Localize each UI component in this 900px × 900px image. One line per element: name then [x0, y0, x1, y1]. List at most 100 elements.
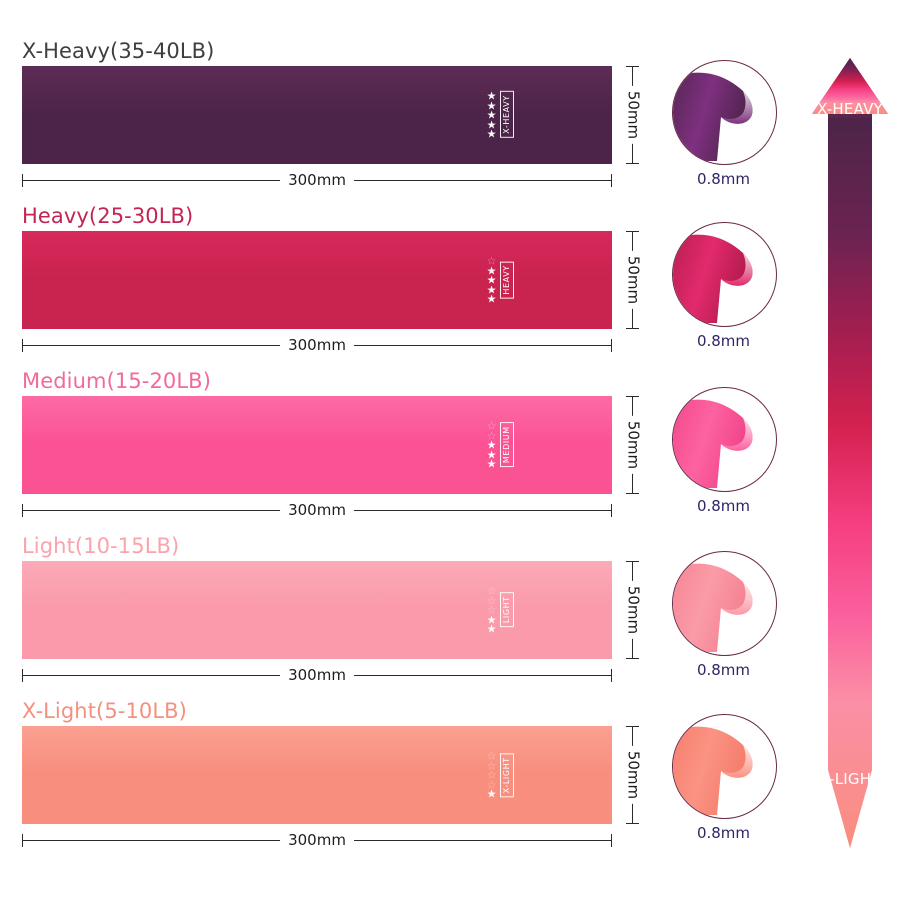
dimension-cap-right [611, 174, 612, 187]
dimension-cap-right [611, 504, 612, 517]
height-dimension-x-light: 50mm [622, 726, 644, 824]
thickness-circle-heavy [672, 222, 777, 327]
height-dimension-label: 50mm [624, 85, 643, 145]
width-dimension-x-heavy: 300mm [22, 170, 612, 191]
dimension-cap-top [626, 561, 639, 562]
dimension-cap-bottom [626, 493, 639, 494]
width-dimension-label: 300mm [280, 500, 354, 520]
band-bar-heavy: ☆ ★ ★ ★ ★ HEAVY [22, 231, 612, 329]
band-curl-illustration [673, 234, 753, 323]
star-outline-icon: ☆ [486, 593, 497, 607]
star-filled-icon: ★ [486, 438, 497, 452]
height-dimension-label: 50mm [624, 415, 643, 475]
star-outline-icon: ☆ [486, 768, 497, 782]
thickness-inset-heavy: 0.8mm [666, 222, 786, 350]
thickness-circle-medium [672, 387, 777, 492]
height-dimension-heavy: 50mm [622, 231, 644, 329]
band-grade-tag-x-light: X-LIGHT [500, 752, 514, 798]
band-title-x-light: X-Light(5-10LB) [22, 699, 187, 723]
width-dimension-heavy: 300mm [22, 335, 612, 356]
band-grade-tag-heavy: HEAVY [500, 261, 514, 299]
dimension-cap-bottom [626, 328, 639, 329]
dimension-cap-left [22, 669, 23, 682]
width-dimension-x-light: 300mm [22, 830, 612, 851]
band-curl-illustration [673, 726, 753, 815]
width-dimension-label: 300mm [280, 335, 354, 355]
band-title-light: Light(10-15LB) [22, 534, 180, 558]
height-dimension-medium: 50mm [622, 396, 644, 494]
dimension-cap-bottom [626, 163, 639, 164]
star-filled-icon: ★ [486, 457, 497, 471]
height-dimension-label: 50mm [624, 745, 643, 805]
thickness-label-light: 0.8mm [696, 661, 751, 679]
star-filled-icon: ★ [486, 612, 497, 626]
star-filled-icon: ★ [486, 89, 497, 103]
thickness-circle-x-light [672, 714, 777, 819]
dimension-cap-bottom [626, 823, 639, 824]
dimension-cap-top [626, 396, 639, 397]
arrow-top-label: X-HEAVY [817, 100, 883, 118]
thickness-inset-medium: 0.8mm [666, 387, 786, 515]
band-grade-tag-x-heavy: X-HEAVY [500, 91, 514, 139]
thickness-label-x-heavy: 0.8mm [696, 170, 751, 188]
band-title-heavy: Heavy(25-30LB) [22, 204, 194, 228]
thickness-label-heavy: 0.8mm [696, 332, 751, 350]
dimension-cap-top [626, 726, 639, 727]
height-dimension-light: 50mm [622, 561, 644, 659]
dimension-cap-right [611, 834, 612, 847]
star-outline-icon: ☆ [486, 419, 497, 433]
star-filled-icon: ★ [486, 117, 497, 131]
dimension-cap-left [22, 339, 23, 352]
dimension-cap-bottom [626, 658, 639, 659]
thickness-inset-light: 0.8mm [666, 551, 786, 679]
band-bar-light: ☆ ☆ ☆ ★ ★ LIGHT [22, 561, 612, 659]
band-title-medium: Medium(15-20LB) [22, 369, 211, 393]
star-filled-icon: ★ [486, 282, 497, 296]
band-marking-heavy: ☆ ★ ★ ★ ★ HEAVY [486, 256, 514, 304]
star-outline-icon: ☆ [486, 777, 497, 791]
star-rating-heavy: ☆ ★ ★ ★ ★ [486, 256, 497, 304]
star-outline-icon: ☆ [486, 758, 497, 772]
width-dimension-label: 300mm [280, 665, 354, 685]
band-curl-illustration [673, 563, 753, 652]
star-filled-icon: ★ [486, 98, 497, 112]
star-filled-icon: ★ [486, 622, 497, 636]
band-bar-x-light: ☆ ☆ ☆ ☆ ★ X-LIGHT [22, 726, 612, 824]
star-outline-icon: ☆ [486, 749, 497, 763]
gradient-arrow-shape [812, 58, 888, 848]
band-title-x-heavy: X-Heavy(35-40LB) [22, 39, 215, 63]
star-filled-icon: ★ [486, 127, 497, 141]
band-curl-illustration [673, 72, 753, 161]
star-filled-icon: ★ [486, 263, 497, 277]
star-outline-icon: ☆ [486, 584, 497, 598]
dimension-cap-left [22, 834, 23, 847]
dimension-cap-top [626, 231, 639, 232]
band-marking-light: ☆ ☆ ☆ ★ ★ LIGHT [486, 586, 514, 634]
thickness-label-medium: 0.8mm [696, 497, 751, 515]
star-rating-x-light: ☆ ☆ ☆ ☆ ★ [486, 751, 497, 799]
resistance-gradient-arrow: X-HEAVY X-LIGHT [812, 58, 888, 848]
star-filled-icon: ★ [486, 273, 497, 287]
band-marking-medium: ☆ ☆ ★ ★ ★ MEDIUM [486, 421, 514, 469]
height-dimension-label: 50mm [624, 250, 643, 310]
band-bar-medium: ☆ ☆ ★ ★ ★ MEDIUM [22, 396, 612, 494]
star-filled-icon: ★ [486, 292, 497, 306]
star-filled-icon: ★ [486, 447, 497, 461]
band-marking-x-light: ☆ ☆ ☆ ☆ ★ X-LIGHT [486, 751, 514, 799]
thickness-inset-x-light: 0.8mm [666, 714, 786, 842]
band-grade-tag-medium: MEDIUM [500, 422, 514, 468]
width-dimension-label: 300mm [280, 170, 354, 190]
width-dimension-medium: 300mm [22, 500, 612, 521]
star-filled-icon: ★ [486, 108, 497, 122]
star-filled-icon: ★ [486, 787, 497, 801]
thickness-label-x-light: 0.8mm [696, 824, 751, 842]
band-bar-x-heavy: ★ ★ ★ ★ ★ X-HEAVY [22, 66, 612, 164]
star-rating-medium: ☆ ☆ ★ ★ ★ [486, 421, 497, 469]
dimension-cap-top [626, 66, 639, 67]
thickness-circle-x-heavy [672, 60, 777, 165]
dimension-cap-right [611, 339, 612, 352]
thickness-circle-light [672, 551, 777, 656]
star-outline-icon: ☆ [486, 428, 497, 442]
band-marking-x-heavy: ★ ★ ★ ★ ★ X-HEAVY [486, 91, 514, 139]
